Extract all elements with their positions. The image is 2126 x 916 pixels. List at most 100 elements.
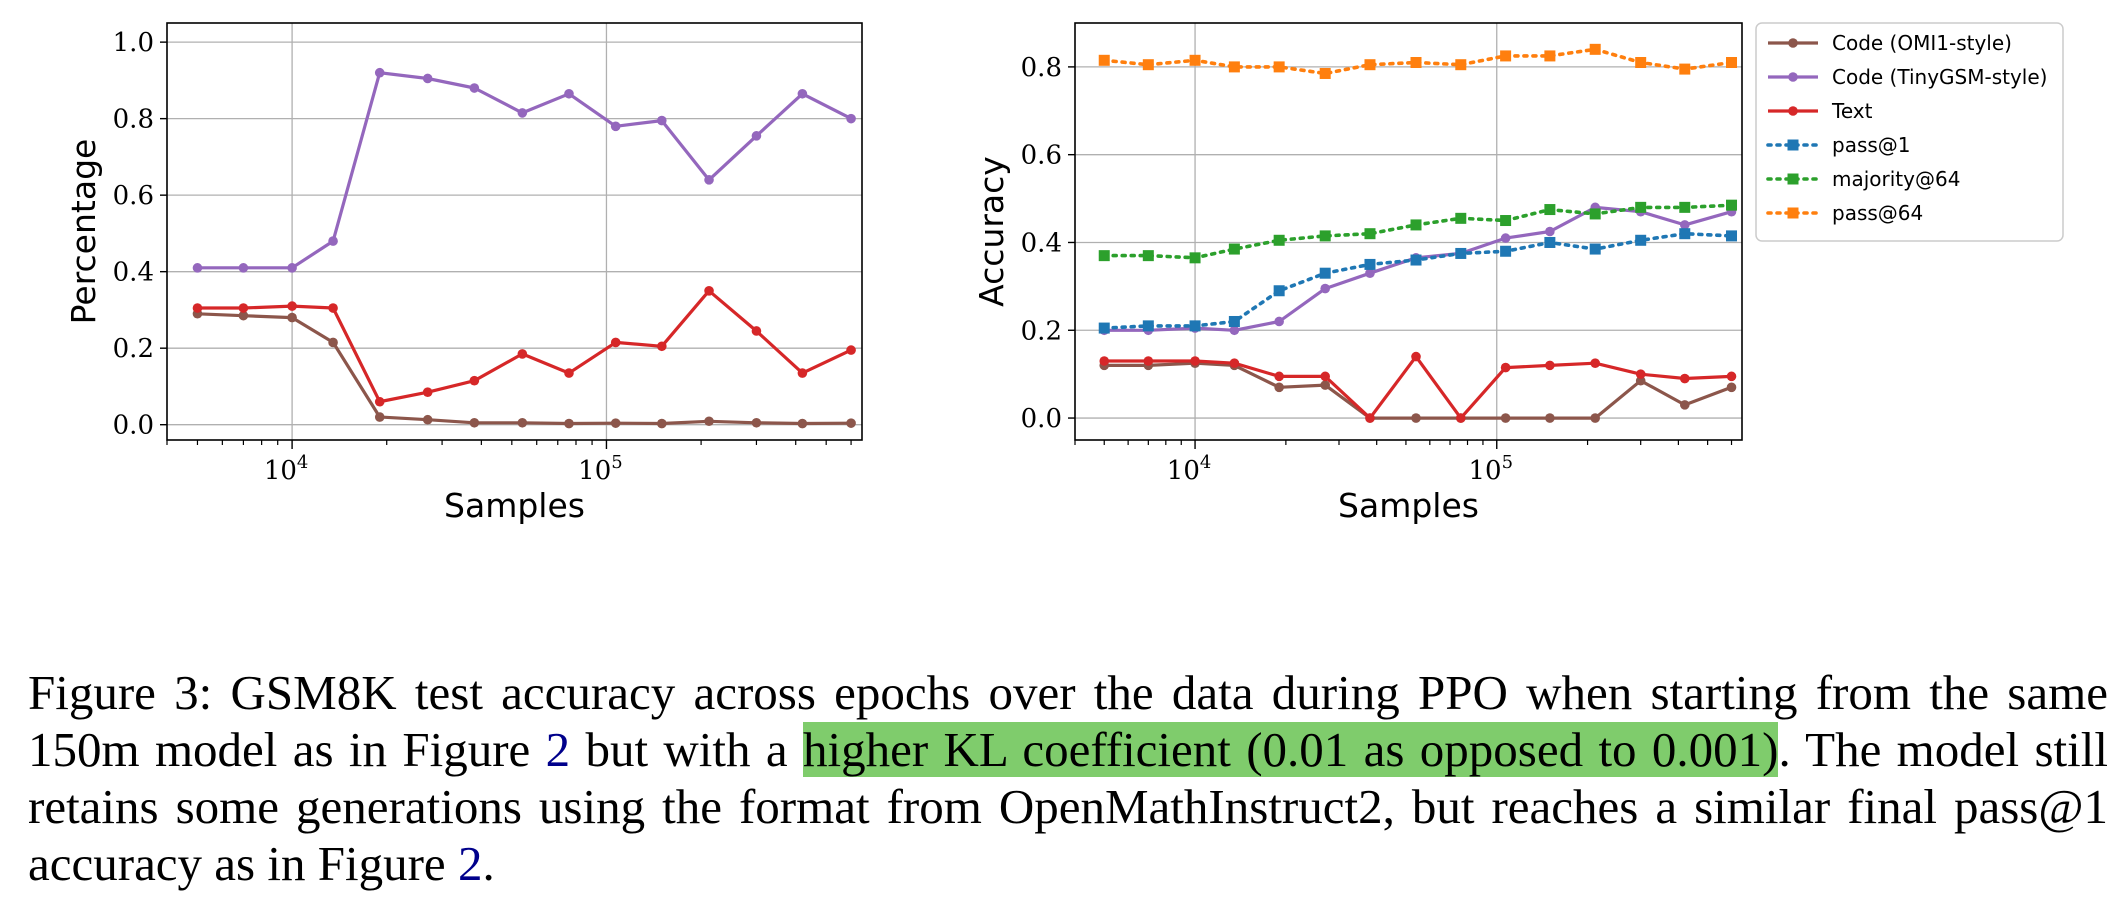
data-point bbox=[1455, 59, 1467, 71]
data-point bbox=[1545, 226, 1555, 237]
data-point bbox=[610, 121, 621, 132]
data-point bbox=[1364, 228, 1376, 240]
tick-label-x: 105 bbox=[578, 452, 623, 486]
data-point bbox=[1274, 382, 1284, 393]
axis-label-x: Samples bbox=[1338, 486, 1479, 525]
data-point bbox=[328, 303, 338, 313]
data-point bbox=[1726, 371, 1737, 382]
data-point bbox=[564, 418, 574, 429]
data-point bbox=[1190, 356, 1200, 366]
tick-label-y: 0.2 bbox=[1021, 316, 1062, 346]
legend-label: majority@64 bbox=[1832, 167, 1960, 191]
data-point bbox=[1455, 212, 1467, 224]
axis-label-y: Accuracy bbox=[972, 156, 1011, 307]
legend-marker bbox=[1788, 106, 1798, 116]
data-point bbox=[1635, 57, 1647, 69]
data-point bbox=[1679, 220, 1690, 230]
data-point bbox=[1589, 208, 1601, 220]
figure-ref-link[interactable]: 2 bbox=[545, 722, 571, 777]
figure-ref-link[interactable]: 2 bbox=[457, 836, 483, 891]
data-point bbox=[192, 263, 203, 273]
data-point bbox=[657, 115, 667, 126]
data-point bbox=[422, 73, 433, 84]
data-point bbox=[1726, 199, 1738, 211]
data-point bbox=[238, 310, 249, 321]
data-point bbox=[1500, 50, 1512, 62]
data-point bbox=[1500, 215, 1512, 227]
data-point bbox=[564, 368, 574, 378]
data-point bbox=[1365, 268, 1375, 279]
data-point bbox=[657, 418, 667, 429]
tick-label-y: 0.4 bbox=[113, 258, 154, 288]
data-point bbox=[797, 368, 808, 378]
data-point bbox=[1589, 243, 1601, 255]
data-point bbox=[374, 396, 385, 407]
data-point bbox=[238, 303, 249, 313]
tick-label-y: 0.6 bbox=[1021, 141, 1062, 171]
tick-label-y: 0.0 bbox=[1021, 404, 1062, 434]
figure-caption: Figure 3: GSM8K test accuracy across epo… bbox=[28, 664, 2108, 892]
legend-marker bbox=[1787, 207, 1799, 219]
data-point bbox=[1590, 413, 1601, 423]
data-point bbox=[1544, 204, 1556, 216]
data-point bbox=[469, 375, 480, 386]
data-point bbox=[657, 341, 667, 352]
data-point bbox=[610, 418, 621, 428]
data-point bbox=[1273, 61, 1285, 73]
data-point bbox=[1455, 247, 1467, 259]
data-point bbox=[1544, 236, 1556, 248]
data-point bbox=[1500, 413, 1511, 423]
data-point bbox=[1500, 245, 1512, 257]
legend-label: Text bbox=[1831, 99, 1873, 123]
data-point bbox=[1679, 373, 1690, 384]
data-point bbox=[1679, 201, 1691, 213]
data-point bbox=[374, 412, 385, 422]
data-point bbox=[1142, 59, 1154, 71]
data-point bbox=[517, 349, 528, 359]
data-point bbox=[1545, 413, 1555, 423]
data-point bbox=[1228, 315, 1240, 327]
data-point bbox=[1635, 201, 1647, 213]
data-point bbox=[1099, 356, 1110, 366]
caption-text-end: . bbox=[482, 836, 495, 891]
data-point bbox=[797, 418, 808, 429]
plot-frame bbox=[166, 22, 863, 441]
data-point bbox=[1229, 325, 1240, 336]
tick-label-y: 0.0 bbox=[113, 411, 154, 441]
data-point bbox=[1365, 413, 1375, 423]
data-point bbox=[1590, 358, 1601, 368]
data-point bbox=[517, 108, 528, 118]
data-point bbox=[1320, 380, 1330, 390]
tick-label-x: 104 bbox=[264, 452, 309, 486]
tick-label-y: 0.2 bbox=[113, 334, 154, 364]
highlighted-text: higher KL coefficient (0.01 as opposed t… bbox=[802, 722, 1779, 777]
tick-label-x: 104 bbox=[1167, 452, 1212, 486]
data-point bbox=[1189, 252, 1201, 264]
legend-marker bbox=[1788, 72, 1798, 82]
data-point bbox=[1319, 67, 1331, 79]
legend-marker bbox=[1787, 139, 1799, 151]
legend-marker bbox=[1787, 173, 1799, 185]
data-point bbox=[1411, 351, 1421, 362]
tick-label-y: 1.0 bbox=[113, 28, 154, 58]
data-point bbox=[1589, 43, 1601, 55]
data-point bbox=[751, 326, 762, 336]
data-point bbox=[1635, 234, 1647, 246]
legend-label: Code (OMI1-style) bbox=[1832, 31, 2012, 55]
data-point bbox=[846, 345, 856, 355]
data-point bbox=[704, 285, 714, 296]
data-point bbox=[751, 417, 762, 428]
data-point bbox=[1726, 382, 1737, 393]
data-point bbox=[1142, 320, 1154, 332]
data-point bbox=[1274, 371, 1284, 382]
tick-label-y: 0.8 bbox=[113, 105, 154, 135]
legend: Code (OMI1-style) Code (TinyGSM-style) Tex… bbox=[1755, 22, 2064, 242]
data-point bbox=[1679, 400, 1690, 410]
data-point bbox=[846, 113, 856, 124]
data-point bbox=[1319, 230, 1331, 242]
data-point bbox=[610, 337, 621, 348]
caption-text-start: Figure 3: GSM8K test accuracy across epo… bbox=[28, 665, 2108, 777]
series-line bbox=[197, 71, 852, 270]
